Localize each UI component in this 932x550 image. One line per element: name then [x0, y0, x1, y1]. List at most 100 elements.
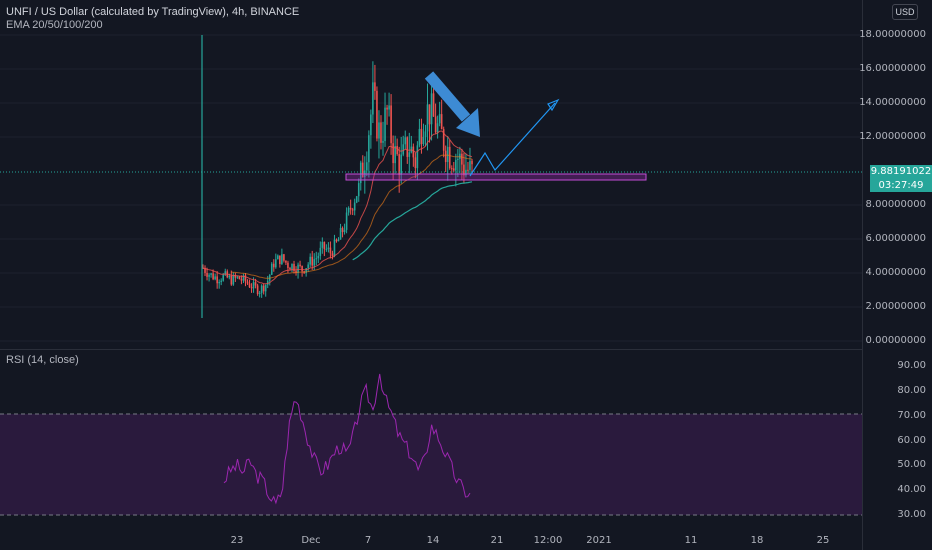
- rsi-line: [223, 373, 471, 505]
- candle-body: [438, 114, 441, 124]
- time-tick-label: 14: [426, 535, 440, 546]
- down-arrow-drawing[interactable]: [424, 71, 480, 137]
- candle-body: [432, 93, 435, 117]
- price-tick-label: 6.00000000: [865, 233, 926, 244]
- price-tick-label: 2.00000000: [865, 301, 926, 312]
- candle-body: [408, 152, 411, 157]
- candle-body: [434, 116, 437, 133]
- grid-lines: [0, 34, 862, 342]
- price-tick-label: 16.00000000: [859, 63, 926, 74]
- candle-body: [450, 168, 453, 170]
- candle-body: [240, 279, 243, 281]
- candle-body: [270, 263, 273, 275]
- candle-body: [305, 268, 307, 273]
- candle-body: [212, 273, 214, 280]
- candle-body: [461, 153, 463, 165]
- candle-body: [206, 272, 208, 277]
- projection-arrowhead: [547, 98, 560, 112]
- candle-body: [262, 285, 265, 292]
- candle-body: [266, 280, 269, 285]
- ema-legend[interactable]: EMA 20/50/100/200: [6, 19, 103, 31]
- candle-body: [345, 212, 348, 230]
- candle-body: [440, 114, 443, 130]
- candle-body: [370, 114, 372, 136]
- candle-body: [426, 104, 429, 132]
- candle-body: [293, 263, 295, 271]
- candle-body: [428, 104, 431, 125]
- candle-body: [238, 276, 241, 280]
- bar-countdown: 03:27:49: [870, 179, 932, 192]
- candle-body: [333, 239, 336, 257]
- candle-body: [368, 135, 370, 163]
- candle-body: [250, 287, 253, 289]
- candle-body: [374, 82, 376, 91]
- candle-body: [402, 144, 405, 155]
- price-tick-label: 12.00000000: [859, 131, 926, 142]
- candle-body: [230, 275, 233, 285]
- candle-body: [272, 263, 275, 268]
- candle-body: [339, 227, 342, 240]
- ema-line: [202, 130, 473, 285]
- ema-line: [352, 181, 473, 261]
- candle-body: [287, 262, 289, 268]
- candle-body: [422, 136, 425, 145]
- time-tick-label: 23: [230, 535, 244, 546]
- candle-body: [357, 183, 360, 197]
- rsi-legend[interactable]: RSI (14, close): [6, 354, 79, 366]
- rsi-tick-label: 60.00: [897, 434, 926, 446]
- candle-body: [208, 274, 210, 277]
- candle-body: [327, 247, 330, 249]
- candle-body: [329, 247, 332, 254]
- candle-body: [465, 169, 467, 176]
- candle-body: [319, 247, 322, 256]
- candle-body: [400, 154, 403, 176]
- candle-body: [256, 285, 259, 294]
- candle-body: [210, 273, 212, 275]
- currency-badge[interactable]: USD: [892, 4, 918, 20]
- rsi-tick-label: 90.00: [897, 360, 926, 371]
- time-tick-label: Dec: [301, 535, 321, 546]
- candle-body: [254, 282, 257, 286]
- candle-body: [325, 248, 328, 250]
- candle-body: [279, 255, 281, 265]
- candle-body: [366, 162, 368, 171]
- symbol-legend[interactable]: UNFI / US Dollar (calculated by TradingV…: [6, 6, 300, 18]
- candle-body: [244, 275, 247, 282]
- candle-body: [260, 285, 263, 293]
- support-zone[interactable]: [345, 173, 647, 181]
- candle-body: [388, 105, 390, 110]
- candle-body: [420, 128, 423, 145]
- candle-body: [343, 229, 346, 233]
- candle-body: [412, 146, 415, 158]
- rsi-tick-label: 40.00: [897, 484, 926, 496]
- candle-body: [246, 281, 249, 284]
- pane-divider[interactable]: [0, 349, 862, 350]
- price-tick-label: 0.00000000: [865, 335, 926, 346]
- candle-body: [242, 275, 245, 281]
- candle-body: [355, 196, 358, 203]
- price-tick-label: 8.00000000: [865, 199, 926, 210]
- candle-body: [396, 145, 398, 155]
- candle-body: [442, 129, 445, 151]
- candle-body: [337, 239, 340, 242]
- ema-line: [231, 154, 473, 279]
- projection-path[interactable]: [469, 102, 556, 177]
- candle-body: [311, 256, 314, 266]
- candle-body: [353, 202, 356, 211]
- candle-body: [406, 137, 409, 157]
- candle-body: [224, 271, 227, 275]
- candle-body: [382, 141, 384, 143]
- candle-body: [386, 107, 388, 110]
- candle-body: [469, 160, 471, 170]
- candle-body: [285, 260, 287, 263]
- time-tick-label: 11: [684, 535, 698, 546]
- candle-body: [376, 90, 378, 139]
- candle-body: [455, 159, 457, 171]
- candle-body: [390, 105, 392, 144]
- time-tick-label: 21: [490, 535, 504, 546]
- candle-body: [317, 255, 320, 259]
- price-axis-separator: [862, 0, 863, 550]
- candle-body: [309, 256, 311, 265]
